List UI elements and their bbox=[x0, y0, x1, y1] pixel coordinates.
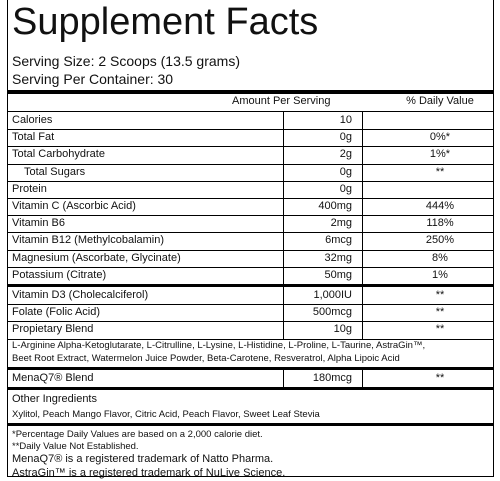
nutrient-name: Propietary Blend bbox=[12, 323, 94, 336]
amount: 10 bbox=[339, 114, 352, 126]
nutrient-name: Protein bbox=[12, 182, 47, 195]
daily-value: 0%* bbox=[429, 131, 451, 144]
thick-rule bbox=[8, 90, 493, 94]
label-border bbox=[7, 0, 494, 477]
other-ingredients-title: Other Ingredients bbox=[12, 392, 97, 405]
daily-value: ** bbox=[435, 306, 445, 319]
footnote: AstraGin™ is a registered trademark of N… bbox=[12, 467, 286, 480]
servings-per-container: Serving Per Container: 30 bbox=[12, 71, 174, 87]
amount: 500mcg bbox=[312, 306, 352, 319]
column-divider bbox=[283, 112, 284, 284]
column-divider bbox=[283, 369, 284, 387]
amount: 50mg bbox=[324, 268, 352, 281]
rule bbox=[8, 180, 493, 182]
title: Supplement Facts bbox=[12, 1, 319, 43]
amount: 2mg bbox=[330, 217, 352, 230]
nutrient-name: Folate (Folic Acid) bbox=[12, 306, 101, 319]
daily-value: 1% bbox=[432, 268, 448, 281]
daily-value: ** bbox=[435, 165, 445, 178]
amount: 0g bbox=[339, 182, 352, 195]
rule bbox=[8, 304, 493, 306]
daily-value: 444% bbox=[425, 200, 455, 212]
column-header: Amount Per Serving bbox=[232, 95, 331, 107]
rule bbox=[8, 198, 493, 199]
nutrient-name: Vitamin B12 (Methylcobalamin) bbox=[12, 234, 165, 247]
blend-ingredients: L-Arginine Alpha-Ketoglutarate, L-Citrul… bbox=[12, 339, 426, 351]
nutrient-name: Calories bbox=[12, 114, 53, 126]
nutrient-name: Total Fat bbox=[12, 131, 55, 144]
nutrient-name: Magnesium (Ascorbate, Glycinate) bbox=[12, 251, 181, 264]
rule bbox=[8, 338, 493, 340]
nutrient-name: Vitamin C (Ascorbic Acid) bbox=[12, 200, 136, 212]
daily-value: ** bbox=[435, 289, 445, 301]
daily-value: 250% bbox=[425, 234, 455, 247]
amount: 0g bbox=[339, 165, 352, 178]
nutrient-name: Total Sugars bbox=[24, 165, 86, 178]
column-divider bbox=[362, 369, 363, 387]
rule bbox=[8, 249, 493, 251]
rule bbox=[8, 215, 493, 217]
rule bbox=[8, 232, 493, 234]
serving-size: Serving Size: 2 Scoops (13.5 grams) bbox=[12, 53, 240, 69]
footnote: MenaQ7® is a registered trademark of Nat… bbox=[12, 452, 274, 465]
thick-rule bbox=[8, 386, 493, 390]
daily-value: 8% bbox=[432, 251, 448, 264]
column-divider bbox=[362, 112, 363, 284]
column-header: % Daily Value bbox=[406, 95, 474, 107]
nutrient-name: Potassium (Citrate) bbox=[12, 268, 107, 281]
nutrient-name: Vitamin B6 bbox=[12, 217, 65, 230]
rule bbox=[8, 129, 493, 131]
daily-value: 118% bbox=[426, 217, 454, 230]
rule bbox=[8, 111, 493, 112]
thick-rule bbox=[8, 422, 493, 426]
other-ingredients-list: Xylitol, Peach Mango Flavor, Citric Acid… bbox=[12, 408, 320, 420]
daily-value: 1%* bbox=[429, 148, 451, 161]
rule bbox=[8, 163, 493, 165]
amount: 2g bbox=[339, 148, 352, 161]
nutrient-name: MenaQ7® Blend bbox=[12, 371, 94, 384]
nutrient-name: Vitamin D3 (Cholecalciferol) bbox=[12, 289, 149, 301]
amount: 10g bbox=[333, 323, 352, 336]
amount: 0g bbox=[339, 131, 352, 144]
footnote: **Daily Value Not Established. bbox=[12, 440, 139, 452]
footnote: *Percentage Daily Values are based on a … bbox=[12, 428, 263, 440]
column-divider bbox=[283, 287, 284, 339]
amount: 180mcg bbox=[312, 371, 352, 384]
amount: 1,000IU bbox=[313, 289, 352, 301]
rule bbox=[8, 321, 493, 323]
daily-value: ** bbox=[435, 371, 445, 384]
amount: 32mg bbox=[324, 251, 352, 264]
daily-value: ** bbox=[435, 323, 445, 336]
amount: 400mg bbox=[318, 200, 352, 212]
thick-rule bbox=[8, 366, 493, 370]
column-divider bbox=[362, 287, 363, 339]
rule bbox=[8, 266, 493, 268]
blend-ingredients: Beet Root Extract, Watermelon Juice Powd… bbox=[12, 352, 400, 364]
thick-rule bbox=[8, 284, 493, 287]
nutrient-name: Total Carbohydrate bbox=[12, 148, 105, 161]
amount: 6mcg bbox=[325, 234, 352, 247]
rule bbox=[8, 146, 493, 148]
